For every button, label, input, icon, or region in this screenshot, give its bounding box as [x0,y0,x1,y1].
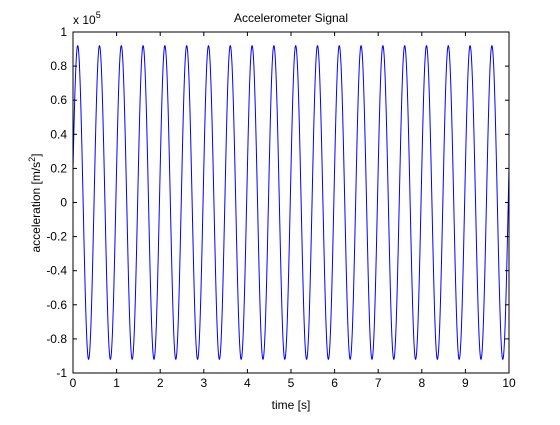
series-line [72,45,510,360]
plot-area [73,32,509,373]
y-tick-label: 0.2 [50,161,67,175]
x-tick-label: 1 [113,376,120,390]
y-tick-label: -0.8 [46,332,67,346]
y-multiplier-base: x 10 [73,13,96,27]
ticks-layer: 0 1 2 3 4 5 6 7 8 9 10 1 0.8 0.6 0.4 0.2 0 -0.2 -0.4 -0.6 -0… [46,25,516,390]
x-tick-label: 4 [244,376,251,390]
y-tick-label: 0.8 [50,59,67,73]
y-tick-label: 0.6 [50,93,67,107]
y-multiplier-exp: 5 [96,10,101,20]
y-axis-label-main: acceleration [m/s [29,162,43,253]
y-tick-label: -0.6 [46,298,67,312]
y-tick-label: 0 [60,196,67,210]
x-tick-label: 2 [157,376,164,390]
x-tick-label: 6 [331,376,338,390]
x-tick-label: 7 [375,376,382,390]
x-axis-label: time [s] [272,398,311,412]
y-axis-label: acceleration [m/s2] [27,153,43,252]
y-tick-label: 1 [60,25,67,39]
x-tick-label: 0 [70,376,77,390]
y-axis-label-end: ] [29,153,43,156]
y-tick-label: 0.4 [50,127,67,141]
x-tick-label: 3 [200,376,207,390]
x-tick-label: 8 [418,376,425,390]
y-axis-label-sup: 2 [27,157,37,162]
x-tick-label: 5 [288,376,295,390]
y-tick-label: -0.4 [46,264,67,278]
x-tick-label: 9 [462,376,469,390]
y-multiplier: x 105 [73,10,101,27]
y-tick-label: -1 [56,366,67,380]
x-tick-label: 10 [502,376,516,390]
chart-title: Accelerometer Signal [234,11,348,25]
series-layer [72,45,510,360]
y-tick-label: -0.2 [46,230,67,244]
